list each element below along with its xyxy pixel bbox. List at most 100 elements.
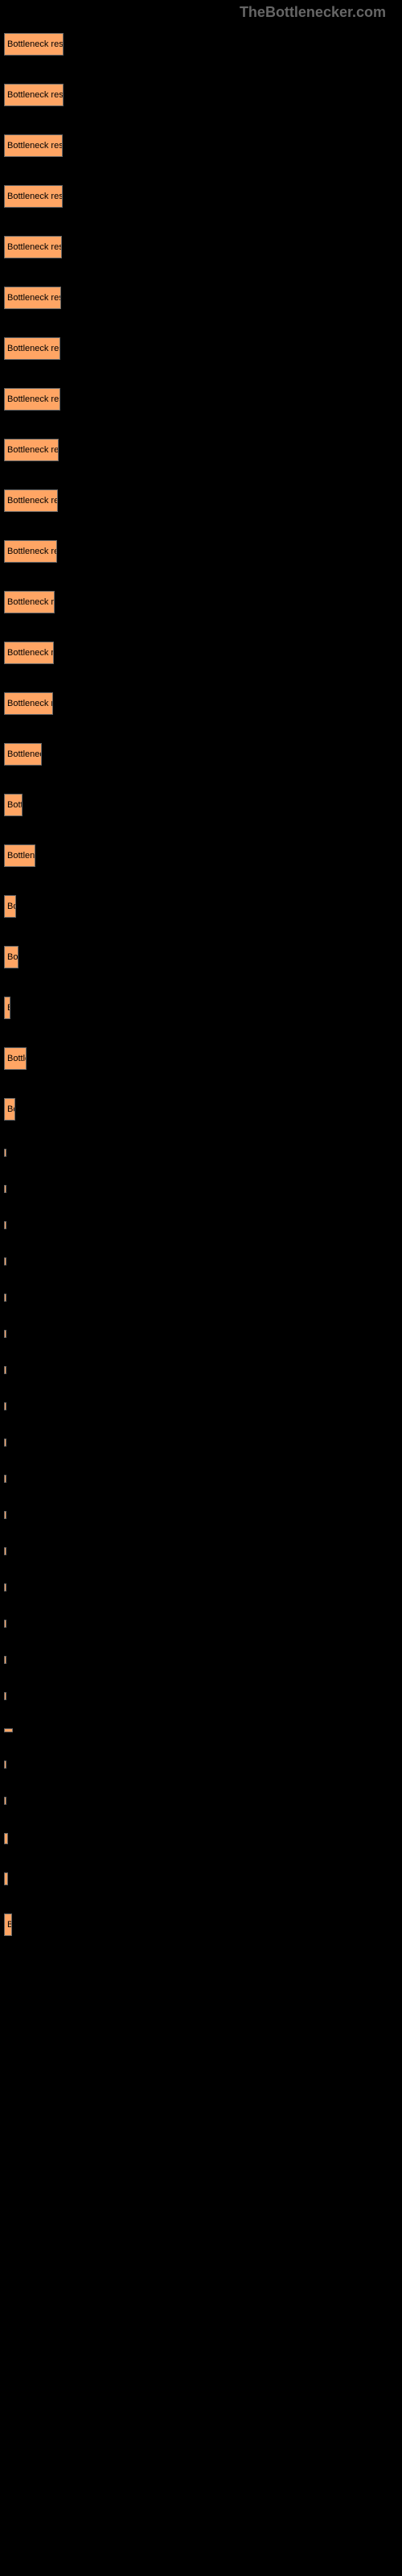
bar [4, 1761, 6, 1769]
bar-value-text: Bottleneck resu [7, 547, 56, 556]
bar-row: Bott [4, 794, 398, 816]
bar-value-text: Bottlene [7, 851, 35, 861]
bar [4, 1149, 6, 1157]
bar-value-text: Bottleneck res [7, 648, 53, 658]
bar [4, 1872, 8, 1885]
bar-row: Bottleneck res [4, 642, 398, 664]
bar: Bott [4, 794, 23, 816]
bar-value-text: Bottlenec [7, 749, 41, 759]
bar-value-text: Bottleneck result [7, 141, 62, 151]
bar-row: Bot [4, 946, 398, 968]
bar [4, 1366, 6, 1374]
bar-row [4, 1761, 398, 1769]
bar [4, 1692, 6, 1700]
bar: Bottleneck result [4, 236, 62, 258]
bar-value-text: Bo [7, 1104, 14, 1114]
bar: Bottle [4, 1047, 27, 1070]
bar-chart: Bottleneck result Bottleneck result Bottle… [0, 25, 402, 1972]
bar-row [4, 1294, 398, 1302]
bar-value-text: Bo [7, 902, 15, 911]
bar: Bottleneck resul [4, 439, 59, 461]
bar-row [4, 1511, 398, 1519]
bar [4, 1294, 6, 1302]
bar-row: Bottleneck result [4, 33, 398, 56]
bar-value-text: Bottleneck result [7, 394, 59, 404]
bar [4, 1833, 8, 1844]
bar [4, 1475, 6, 1483]
bar-row: Bottleneck resul [4, 287, 398, 309]
bar: Bottleneck resul [4, 287, 61, 309]
bar-row: Bottleneck result [4, 84, 398, 106]
bar-row: B [4, 1913, 398, 1936]
bar-value-text: B [7, 1003, 10, 1013]
bar [4, 1257, 6, 1265]
bar: Bottleneck result [4, 84, 64, 106]
bar-value-text: Bottleneck resul [7, 293, 60, 303]
bar-value-text: Bottleneck result [7, 242, 61, 252]
bar: Bottleneck result [4, 134, 63, 157]
bar [4, 1185, 6, 1193]
bar-row: Bottleneck result [4, 134, 398, 157]
bar-row [4, 1692, 398, 1700]
bar: Bottleneck res [4, 692, 53, 715]
bar-value-text: Bott [7, 800, 22, 810]
bar-row: Bottleneck resul [4, 439, 398, 461]
bar-row: Bottleneck res [4, 591, 398, 613]
bar-row [4, 1221, 398, 1229]
bar-row: Bottleneck result [4, 388, 398, 411]
bar-row [4, 1475, 398, 1483]
bar-row: Bo [4, 1098, 398, 1121]
bar: Bo [4, 895, 16, 918]
bar-value-text: Bottleneck res [7, 699, 52, 708]
bar-row [4, 1330, 398, 1338]
bar: Bottlene [4, 844, 35, 867]
bar-row [4, 1366, 398, 1374]
bar [4, 1511, 6, 1519]
bar-value-text: Bottleneck resu [7, 496, 57, 506]
bar-value-text: B [7, 1920, 11, 1930]
bar [4, 1221, 6, 1229]
bar-row [4, 1439, 398, 1447]
bar [4, 1402, 6, 1410]
bar [4, 1797, 6, 1805]
bar-value-text: Bottle [7, 1054, 26, 1063]
site-header: TheBottlenecker.com [0, 0, 402, 25]
bar-row [4, 1185, 398, 1193]
bar [4, 1656, 6, 1664]
bar-row: Bottleneck resu [4, 489, 398, 512]
bar [4, 1547, 6, 1555]
bar-row [4, 1620, 398, 1628]
bar-row: Bottleneck res [4, 692, 398, 715]
bar [4, 1728, 13, 1732]
bar [4, 1620, 6, 1628]
bar: B [4, 997, 10, 1019]
bar-value-text: Bottleneck res [7, 597, 54, 607]
bar-value-text: Bottleneck resul [7, 445, 58, 455]
bar: Bottleneck resu [4, 540, 57, 563]
bar-row [4, 1797, 398, 1805]
bar-row [4, 1833, 398, 1844]
bar-value-text: Bottleneck result [7, 39, 63, 49]
bar [4, 1330, 6, 1338]
bar-row: Bottlenec [4, 743, 398, 766]
bar-row [4, 1257, 398, 1265]
bar-value-text: Bottleneck result [7, 192, 62, 201]
bar-row [4, 1656, 398, 1664]
bar: Bottlenec [4, 743, 42, 766]
bar-row: Bottle [4, 1047, 398, 1070]
bar: Bo [4, 1098, 15, 1121]
bar: Bottleneck result [4, 337, 60, 360]
bar-row: B [4, 997, 398, 1019]
bar-row: Bottleneck result [4, 337, 398, 360]
bar [4, 1439, 6, 1447]
bar-row [4, 1402, 398, 1410]
bar: Bottleneck res [4, 642, 54, 664]
bar: Bot [4, 946, 18, 968]
bar-row: Bottleneck resu [4, 540, 398, 563]
bar-row: Bottleneck result [4, 236, 398, 258]
bar: Bottleneck res [4, 591, 55, 613]
bar [4, 1583, 6, 1591]
bar-row: Bottlene [4, 844, 398, 867]
bar-value-text: Bot [7, 952, 18, 962]
bar-row: Bo [4, 895, 398, 918]
